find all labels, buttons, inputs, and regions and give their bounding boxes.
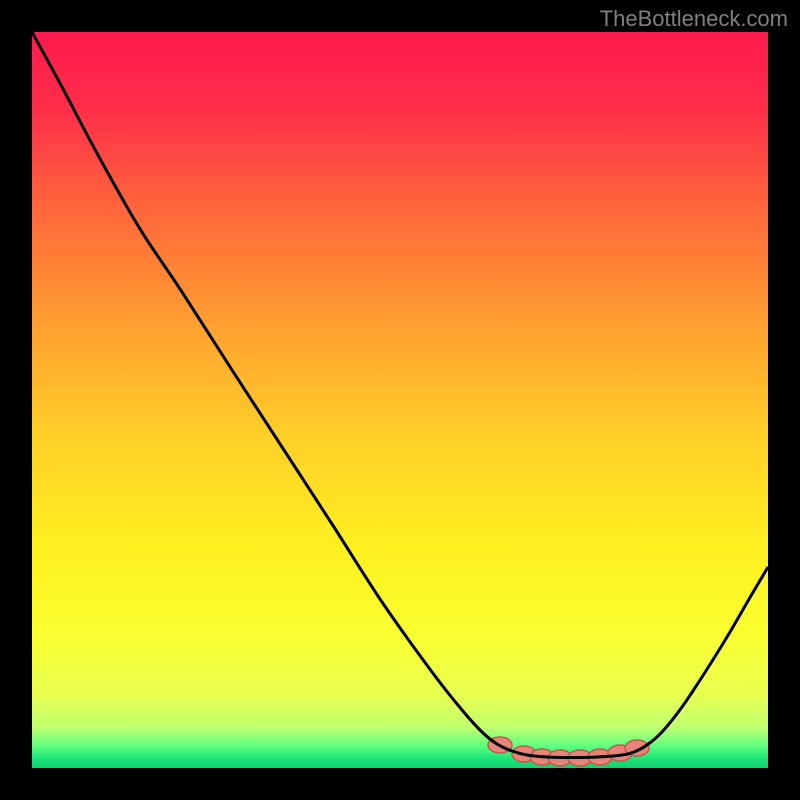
chart-plot-area bbox=[32, 32, 768, 768]
chart-curve-layer bbox=[32, 32, 768, 768]
watermark-text: TheBottleneck.com bbox=[600, 6, 788, 32]
chart-curve bbox=[32, 32, 768, 758]
